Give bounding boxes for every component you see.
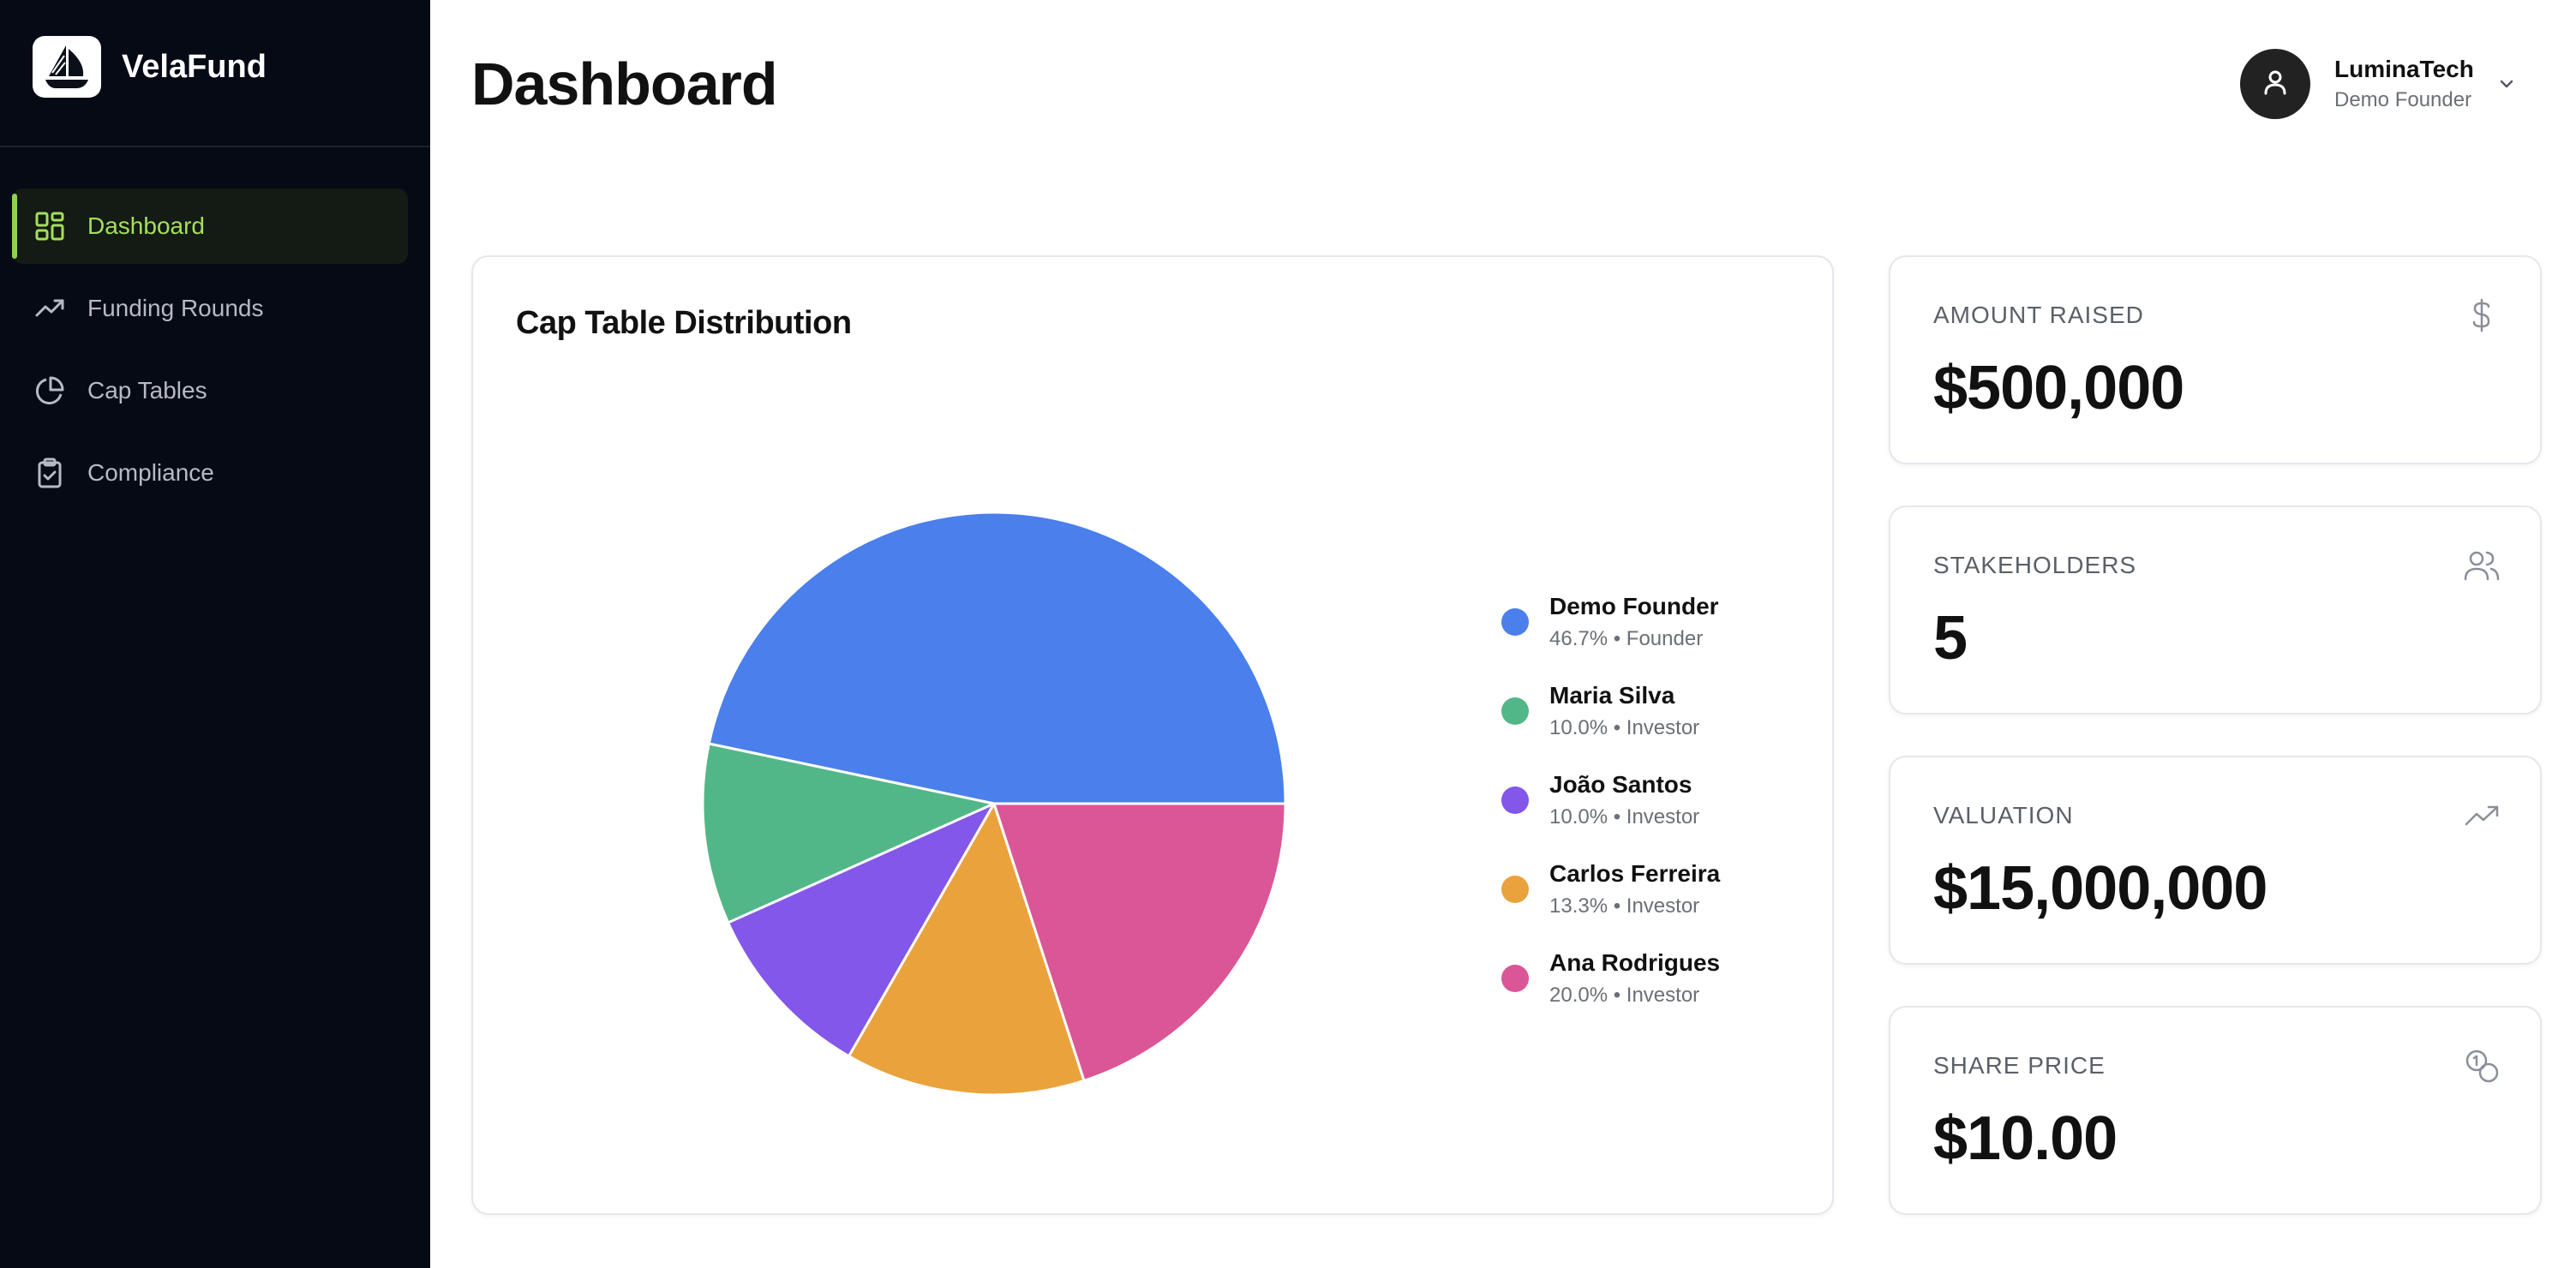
- chart-legend: Demo Founder 46.7% • Founder Maria Silva…: [1501, 593, 1810, 1038]
- page-title: Dashboard: [471, 51, 778, 117]
- legend-detail: 10.0% • Investor: [1549, 716, 1700, 739]
- legend-item: Carlos Ferreira 13.3% • Investor: [1501, 860, 1810, 949]
- cap-table-pie-chart: [701, 511, 1287, 1097]
- legend-dot: [1501, 965, 1529, 992]
- legend-name: Carlos Ferreira: [1549, 860, 1721, 887]
- user-menu[interactable]: LuminaTech Demo Founder: [2240, 48, 2517, 120]
- pie-slice-demo-founder[interactable]: [707, 511, 1287, 805]
- legend-item: Demo Founder 46.7% • Founder: [1501, 593, 1810, 682]
- stat-card-valuation: VALUATION $15,000,000: [1889, 756, 2542, 965]
- sidebar-item-label: Compliance: [87, 459, 214, 486]
- legend-dot: [1501, 787, 1529, 814]
- legend-dot: [1501, 697, 1529, 725]
- trending-up-icon: [2463, 797, 2501, 834]
- legend-name: João Santos: [1549, 771, 1692, 798]
- stat-label: VALUATION: [1933, 802, 2074, 828]
- stat-value: $15,000,000: [1933, 854, 2267, 923]
- legend-name: Demo Founder: [1549, 593, 1719, 619]
- chevron-down-icon[interactable]: [2496, 74, 2517, 94]
- chart-title: Cap Table Distribution: [516, 305, 852, 341]
- sidebar-item-label: Cap Tables: [87, 377, 207, 404]
- legend-name: Ana Rodrigues: [1549, 949, 1721, 976]
- stat-card-amount-raised: AMOUNT RAISED $500,000: [1889, 255, 2542, 464]
- stat-card-share-price: SHARE PRICE $10.00: [1889, 1006, 2542, 1215]
- stat-value: 5: [1933, 604, 1968, 673]
- legend-detail: 20.0% • Investor: [1549, 984, 1700, 1007]
- legend-name: Maria Silva: [1549, 682, 1675, 709]
- pie-slice-carlos-ferreira[interactable]: [848, 802, 1086, 1097]
- pie-slice-jo-o-santos[interactable]: [727, 802, 996, 1058]
- stat-value: $500,000: [1933, 354, 2184, 422]
- sidebar-item-funding-rounds[interactable]: Funding Rounds: [12, 271, 408, 346]
- stat-value: $10.00: [1933, 1104, 2118, 1173]
- legend-dot: [1501, 876, 1529, 903]
- user-role: Demo Founder: [2334, 88, 2472, 111]
- coins-icon: [2463, 1047, 2501, 1085]
- avatar: [2240, 49, 2310, 119]
- cap-table-card: Cap Table Distribution Demo Founder 46.7…: [471, 255, 1834, 1215]
- sailboat-icon: [33, 36, 101, 98]
- sidebar-item-label: Funding Rounds: [87, 295, 264, 321]
- pie-slice-maria-silva[interactable]: [701, 742, 996, 924]
- dollar-icon: [2463, 296, 2501, 334]
- legend-detail: 10.0% • Investor: [1549, 805, 1700, 828]
- legend-item: João Santos 10.0% • Investor: [1501, 771, 1810, 860]
- users-icon: [2463, 547, 2501, 584]
- trending-up-icon: [33, 291, 67, 326]
- pie-chart-icon: [33, 374, 67, 408]
- stat-label: AMOUNT RAISED: [1933, 302, 2144, 328]
- sidebar-item-compliance[interactable]: Compliance: [12, 435, 408, 511]
- sidebar-item-dashboard[interactable]: Dashboard: [12, 188, 408, 264]
- dashboard-grid-icon: [33, 209, 67, 243]
- stat-card-stakeholders: STAKEHOLDERS 5: [1889, 505, 2542, 715]
- user-company: LuminaTech: [2334, 56, 2474, 82]
- legend-detail: 46.7% • Founder: [1549, 627, 1704, 650]
- sidebar: VelaFund Dashboard Funding Round: [0, 0, 430, 1268]
- user-icon: [2260, 67, 2291, 102]
- sidebar-item-cap-tables[interactable]: Cap Tables: [12, 353, 408, 428]
- legend-item: Maria Silva 10.0% • Investor: [1501, 682, 1810, 771]
- stat-label: SHARE PRICE: [1933, 1052, 2106, 1079]
- brand-name: VelaFund: [122, 48, 267, 85]
- clipboard-check-icon: [33, 456, 67, 490]
- sidebar-divider: [0, 146, 430, 147]
- sidebar-nav: Dashboard Funding Rounds Cap Tables: [0, 188, 430, 517]
- legend-dot: [1501, 608, 1529, 636]
- legend-item: Ana Rodrigues 20.0% • Investor: [1501, 949, 1810, 1038]
- legend-detail: 13.3% • Investor: [1549, 894, 1700, 918]
- pie-slice-ana-rodrigues[interactable]: [992, 802, 1287, 1082]
- stat-label: STAKEHOLDERS: [1933, 552, 2137, 578]
- brand[interactable]: VelaFund: [33, 36, 267, 98]
- sidebar-item-label: Dashboard: [87, 212, 205, 239]
